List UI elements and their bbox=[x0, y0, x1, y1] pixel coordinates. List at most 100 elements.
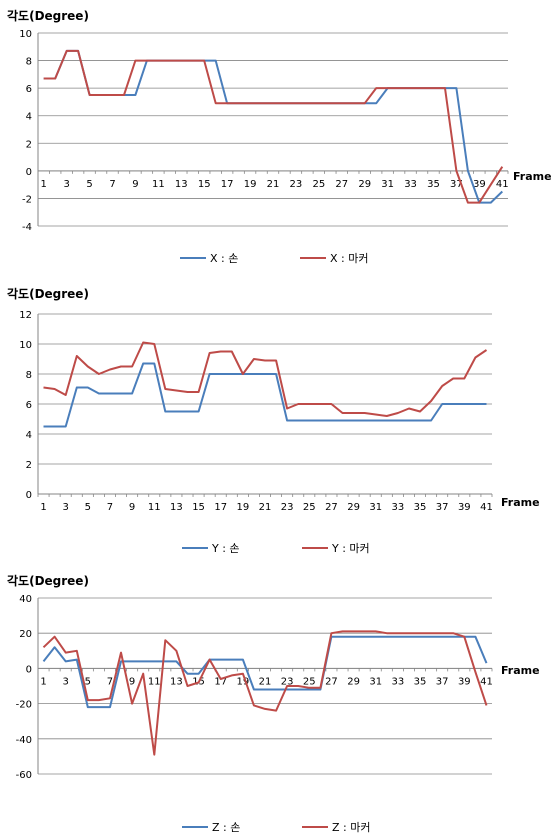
x-tick-label: 25 bbox=[303, 676, 316, 687]
series-line-2 bbox=[43, 341, 488, 417]
series-line-2 bbox=[42, 630, 488, 756]
y-tick-label: -60 bbox=[16, 770, 32, 781]
x-tick-label: 29 bbox=[347, 676, 360, 687]
y-axis-label: 각도(Degree) bbox=[7, 573, 89, 588]
x-tick-label: 5 bbox=[86, 179, 92, 190]
x-tick-label: 23 bbox=[281, 676, 294, 687]
legend-label: X : 손 bbox=[210, 252, 238, 265]
x-tick-label: 15 bbox=[192, 502, 205, 513]
x-tick-label: 21 bbox=[259, 676, 272, 687]
x-tick-label: 3 bbox=[62, 502, 68, 513]
x-tick-label: 9 bbox=[132, 179, 138, 190]
x-tick-label: 33 bbox=[404, 179, 417, 190]
x-tick-label: 41 bbox=[480, 502, 493, 513]
x-tick-label: 33 bbox=[392, 676, 405, 687]
x-tick-label: 5 bbox=[85, 676, 91, 687]
x-tick-label: 13 bbox=[170, 676, 183, 687]
x-tick-label: 31 bbox=[369, 676, 382, 687]
y-tick-label: -40 bbox=[16, 735, 32, 746]
x-tick-label: 15 bbox=[198, 179, 211, 190]
y-tick-label: 8 bbox=[26, 370, 32, 381]
x-tick-label: 35 bbox=[414, 502, 427, 513]
series-line-2 bbox=[43, 49, 504, 204]
x-tick-label: 1 bbox=[41, 179, 47, 190]
x-tick-label: 27 bbox=[335, 179, 348, 190]
y-tick-label: 12 bbox=[19, 310, 32, 321]
x-tick-label: 25 bbox=[303, 502, 316, 513]
x-tick-label: 37 bbox=[436, 676, 449, 687]
x-tick-label: 19 bbox=[236, 676, 249, 687]
x-tick-label: 11 bbox=[148, 676, 161, 687]
x-tick-label: 25 bbox=[312, 179, 325, 190]
x-tick-label: 11 bbox=[148, 502, 161, 513]
y-tick-label: -4 bbox=[22, 222, 32, 233]
x-tick-label: 21 bbox=[267, 179, 280, 190]
x-tick-label: 7 bbox=[109, 179, 115, 190]
legend-label: Y : 손 bbox=[211, 542, 240, 555]
x-tick-label: 13 bbox=[175, 179, 188, 190]
x-tick-label: 7 bbox=[107, 676, 113, 687]
x-tick-label: 39 bbox=[473, 179, 486, 190]
x-tick-label: 39 bbox=[458, 676, 471, 687]
x-tick-label: 41 bbox=[480, 676, 493, 687]
y-tick-label: 10 bbox=[19, 29, 32, 40]
y-tick-label: 6 bbox=[26, 400, 32, 411]
x-tick-label: 27 bbox=[325, 676, 338, 687]
x-tick-label: 17 bbox=[214, 502, 227, 513]
x-tick-label: 27 bbox=[325, 502, 338, 513]
x-tick-label: 1 bbox=[40, 502, 46, 513]
x-tick-label: 37 bbox=[450, 179, 463, 190]
x-tick-label: 5 bbox=[85, 502, 91, 513]
x-tick-label: 31 bbox=[369, 502, 382, 513]
x-tick-label: 39 bbox=[458, 502, 471, 513]
x-axis-label: Frame bbox=[501, 496, 540, 509]
x-tick-label: 19 bbox=[244, 179, 257, 190]
y-tick-label: 0 bbox=[26, 167, 32, 178]
x-tick-label: 9 bbox=[129, 502, 135, 513]
x-tick-label: 41 bbox=[496, 179, 509, 190]
x-tick-label: 13 bbox=[170, 502, 183, 513]
y-tick-label: 4 bbox=[26, 430, 32, 441]
x-tick-label: 29 bbox=[358, 179, 371, 190]
x-tick-label: 29 bbox=[347, 502, 360, 513]
y-tick-label: 2 bbox=[26, 460, 32, 471]
legend-label: X : 마커 bbox=[330, 252, 368, 265]
y-tick-label: 6 bbox=[26, 84, 32, 95]
chart-z-angle: 각도(Degree) -60 -40 -20 0 20 40 1 3 5 7 9 11 13 15 17 19 2… bbox=[0, 568, 551, 838]
chart-y-angle: 각도(Degree) 0 2 4 6 8 10 12 1 3 5 7 9 11 13 15 17 19 21 23 25… bbox=[0, 278, 551, 568]
y-tick-label: 8 bbox=[26, 57, 32, 68]
x-tick-label: 35 bbox=[427, 179, 440, 190]
x-tick-label: 7 bbox=[107, 502, 113, 513]
y-tick-label: 10 bbox=[19, 340, 32, 351]
y-axis-label: 각도(Degree) bbox=[7, 8, 89, 23]
y-tick-label: 20 bbox=[19, 629, 32, 640]
x-tick-label: 19 bbox=[236, 502, 249, 513]
x-tick-label: 37 bbox=[436, 502, 449, 513]
x-tick-label: 1 bbox=[40, 676, 46, 687]
y-tick-label: 2 bbox=[26, 139, 32, 150]
y-tick-label: -2 bbox=[22, 194, 32, 205]
legend-label: Z : 손 bbox=[212, 821, 240, 834]
x-axis-label: Frame bbox=[501, 664, 540, 677]
x-tick-label: 3 bbox=[63, 179, 69, 190]
y-axis-label: 각도(Degree) bbox=[7, 286, 89, 301]
x-tick-label: 33 bbox=[392, 502, 405, 513]
x-tick-label: 35 bbox=[414, 676, 427, 687]
x-axis-label: Frame bbox=[513, 170, 551, 183]
y-tick-label: -20 bbox=[16, 700, 32, 711]
y-tick-label: 40 bbox=[19, 594, 32, 605]
legend-label: Y : 마커 bbox=[331, 542, 370, 555]
x-tick-label: 21 bbox=[259, 502, 272, 513]
chart-x-angle: 각도(Degree) -4 -2 0 2 4 6 8 10 1 3 5 7 9 11 13 15 17 19 21 23… bbox=[0, 0, 551, 278]
legend-label: Z : 마커 bbox=[332, 821, 370, 834]
y-tick-label: 0 bbox=[26, 664, 32, 675]
y-tick-label: 0 bbox=[26, 490, 32, 501]
x-tick-label: 11 bbox=[152, 179, 165, 190]
x-tick-label: 9 bbox=[129, 676, 135, 687]
x-tick-label: 23 bbox=[290, 179, 303, 190]
x-tick-label: 31 bbox=[381, 179, 394, 190]
series-line-1 bbox=[42, 635, 488, 709]
